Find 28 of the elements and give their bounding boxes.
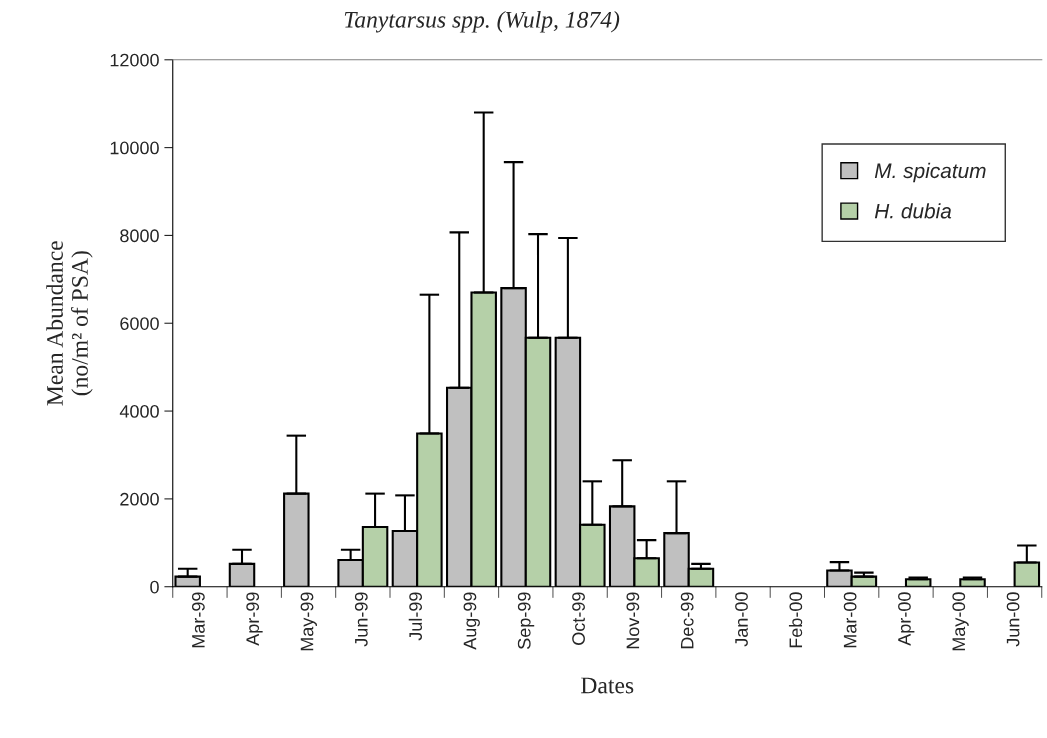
x-tick-label: May-99 [300, 592, 317, 651]
x-tick-label: Dec-99 [680, 592, 694, 649]
legend-label: M. spicatum [874, 162, 986, 183]
y-tick-label: 4000 [119, 405, 159, 418]
x-tick-label: Mar-99 [191, 592, 205, 648]
x-tick-label: Apr-99 [246, 592, 263, 646]
x-tick-label: Oct-99 [572, 592, 585, 645]
x-tick-label: Sep-99 [517, 592, 535, 649]
x-tick-label: Apr-00 [898, 592, 915, 646]
legend-label: H. dubia [874, 203, 952, 219]
y-tick-label: 10000 [110, 141, 159, 155]
y-axis-title: Mean Abundance (no/m² of PSA) [46, 241, 93, 406]
x-tick-label: May-00 [952, 592, 969, 651]
y-tick-label: 2000 [120, 492, 159, 506]
x-tick-label: Nov-99 [626, 592, 640, 649]
x-tick-label: Feb-00 [788, 592, 803, 648]
y-tick-label: 0 [150, 580, 159, 594]
x-tick-label: Jul-99 [408, 592, 423, 641]
x-tick-label: Aug-99 [463, 592, 480, 650]
chart-title: Tanytarsus spp. (Wulp, 1874) [344, 11, 620, 33]
x-tick-label: Mar-00 [843, 592, 857, 648]
x-axis-title: Dates [581, 677, 634, 694]
x-tick-label: Jun-00 [1006, 592, 1020, 647]
y-tick-label: 12000 [110, 53, 159, 67]
x-tick-label: Jun-99 [354, 592, 368, 647]
x-tick-label: Jan-00 [735, 592, 748, 647]
y-tick-label: 6000 [120, 317, 159, 330]
y-tick-label: 8000 [120, 229, 159, 243]
